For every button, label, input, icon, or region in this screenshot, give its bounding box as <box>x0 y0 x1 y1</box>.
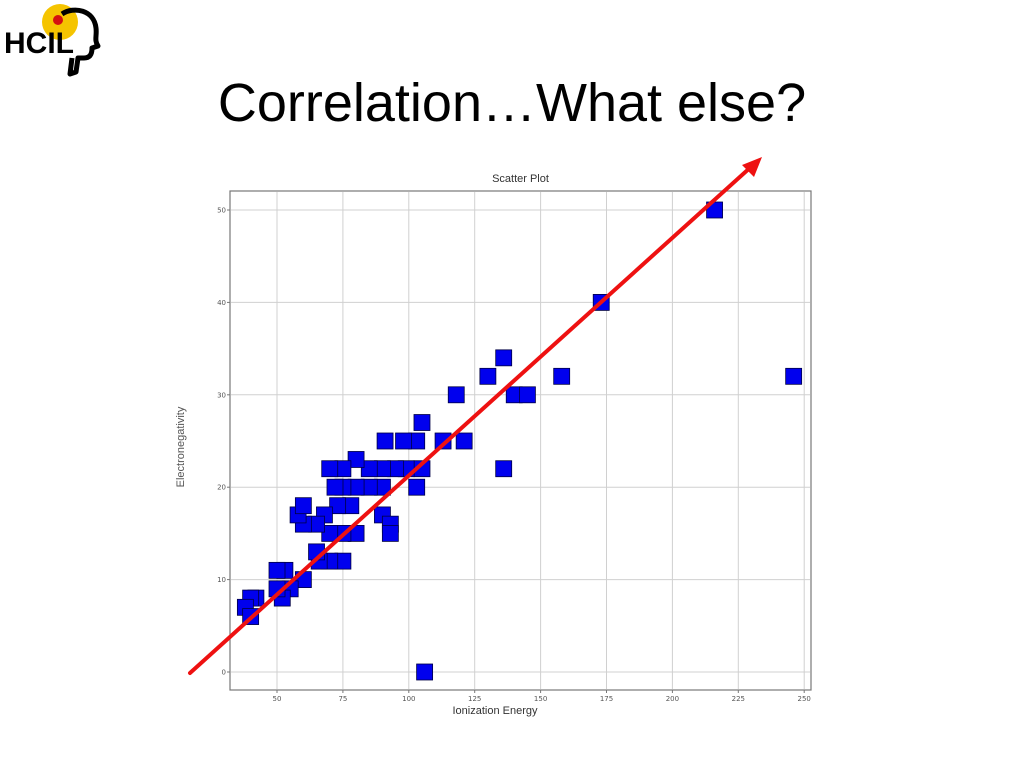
logo-dot-icon <box>53 15 63 25</box>
scatter-point <box>455 432 473 450</box>
scatter-point <box>785 367 803 385</box>
y-tick-label: 0 <box>222 669 226 677</box>
scatter-point <box>395 432 412 450</box>
x-tick-label: 150 <box>534 695 547 703</box>
scatter-point <box>268 561 286 579</box>
x-tick-label: 50 <box>273 695 282 703</box>
x-tick-label: 100 <box>402 695 415 703</box>
trend-arrow <box>188 157 762 675</box>
logo-head-icon <box>60 7 101 77</box>
y-tick-label: 20 <box>217 484 226 492</box>
x-tick-label: 75 <box>338 695 347 703</box>
x-axis-label: Ionization Energy <box>452 705 538 717</box>
y-tick-label: 30 <box>217 391 226 399</box>
hcil-logo: HCIL <box>2 2 102 78</box>
scatter-point <box>519 386 536 404</box>
scatter-point <box>381 525 399 542</box>
slide-title: Correlation…What else? <box>217 73 807 133</box>
scatter-point <box>434 432 452 450</box>
scatter-point <box>376 432 394 450</box>
scatter-point <box>495 349 513 367</box>
scatter-point <box>416 663 434 681</box>
arrowhead-icon <box>742 157 762 177</box>
axis-ticks: 50 75 100 125 150 175 200 225 250 0 10 20 30 40 50 <box>217 207 811 704</box>
x-tick-label: 225 <box>732 695 745 703</box>
data-points <box>236 201 803 681</box>
plot-frame <box>229 190 812 691</box>
x-tick-label: 175 <box>600 695 613 703</box>
scatter-point <box>360 460 378 478</box>
x-tick-label: 125 <box>468 695 481 703</box>
scatter-point <box>326 478 344 496</box>
scatter-point <box>321 525 339 542</box>
logo-text: HCIL <box>4 27 74 60</box>
y-axis-label: Electronegativity <box>175 406 187 488</box>
scatter-point <box>347 451 365 468</box>
scatter-point <box>553 367 571 385</box>
scatter-point <box>329 497 347 515</box>
scatter-point <box>413 414 431 431</box>
y-tick-label: 50 <box>217 207 226 215</box>
scatter-point <box>294 497 312 515</box>
scatter-point <box>495 460 513 478</box>
chart-title: Scatter Plot <box>492 173 549 185</box>
x-tick-label: 250 <box>798 695 811 703</box>
x-tick-label: 200 <box>666 695 679 703</box>
scatter-point <box>447 386 465 404</box>
scatter-point <box>408 478 426 496</box>
scatter-point <box>321 460 339 478</box>
y-tick-label: 40 <box>217 299 226 307</box>
scatter-point <box>479 367 497 385</box>
y-tick-label: 10 <box>217 576 226 584</box>
